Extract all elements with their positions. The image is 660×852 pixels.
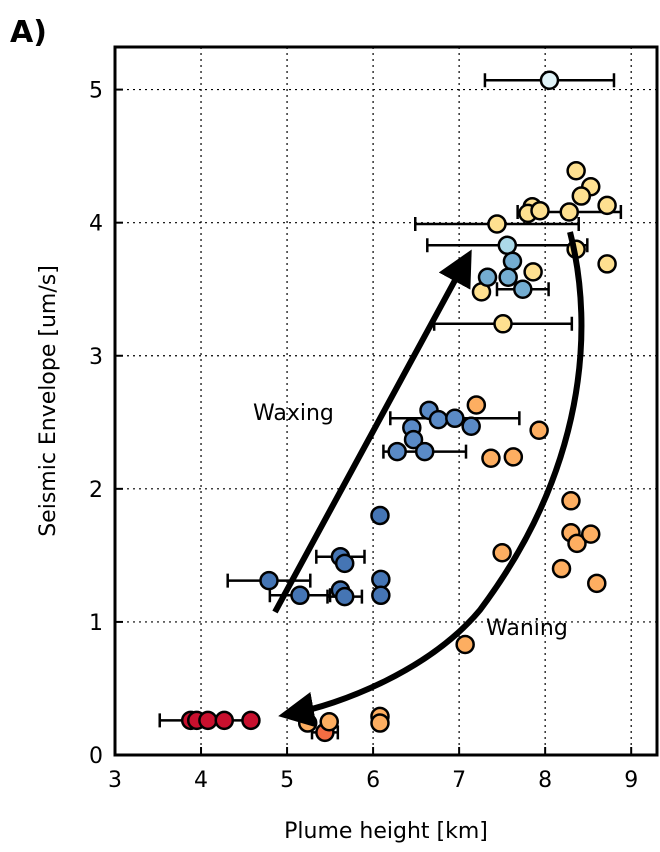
point: [487, 214, 507, 234]
point: [513, 279, 533, 299]
point: [481, 448, 501, 468]
panel-label: A): [10, 15, 47, 50]
point: [566, 161, 586, 181]
point: [241, 710, 261, 731]
point: [523, 262, 543, 282]
x-tick-label: 3: [108, 768, 122, 793]
point: [461, 416, 481, 437]
point: [297, 713, 318, 733]
x-tick-label: 5: [280, 768, 294, 793]
x-tick-label: 6: [366, 768, 380, 793]
point: [259, 570, 279, 591]
point: [334, 586, 355, 607]
x-axis-label: Plume height [km]: [284, 819, 488, 844]
point: [581, 524, 601, 544]
point: [455, 634, 475, 655]
point: [198, 710, 218, 731]
x-tick-label: 8: [538, 768, 552, 793]
point: [319, 711, 339, 732]
marks: [158, 70, 623, 743]
point: [492, 542, 512, 563]
point: [428, 409, 449, 430]
y-tick-label: 0: [89, 744, 103, 769]
point: [567, 533, 587, 554]
point: [502, 251, 523, 272]
x-tick-label: 4: [194, 768, 208, 793]
point: [334, 553, 355, 574]
point: [445, 408, 465, 429]
y-tick-label: 3: [89, 345, 103, 370]
point: [597, 254, 617, 274]
point: [587, 573, 607, 594]
x-tick-label: 9: [624, 768, 638, 793]
annotation: Waxing: [253, 401, 334, 426]
point: [371, 585, 391, 606]
waning-arrow: [278, 231, 585, 728]
point: [493, 314, 513, 334]
point: [497, 235, 518, 256]
point: [370, 505, 390, 526]
point: [290, 585, 310, 606]
y-tick-label: 1: [89, 611, 103, 636]
point: [530, 200, 550, 221]
point: [466, 395, 487, 415]
point: [551, 558, 572, 579]
x-tick-label: 7: [452, 768, 466, 793]
point: [370, 713, 390, 733]
y-tick-label: 4: [89, 212, 103, 237]
point: [503, 447, 524, 467]
point: [498, 267, 518, 287]
y-axis-label: Seismic Envelope [um/s]: [36, 265, 61, 537]
point: [403, 429, 424, 450]
point: [387, 441, 407, 462]
plot-frame: [113, 45, 659, 757]
point: [529, 420, 549, 441]
point: [371, 569, 391, 590]
annotation: Waning: [486, 616, 568, 641]
point: [539, 70, 560, 91]
point: [414, 441, 435, 462]
point: [477, 267, 498, 287]
y-tick-label: 2: [89, 478, 103, 503]
waxing-arrow: [272, 249, 472, 614]
point: [559, 202, 579, 222]
point: [561, 491, 581, 511]
point: [571, 186, 592, 206]
point: [597, 195, 617, 216]
y-tick-label: 5: [89, 79, 103, 104]
point: [214, 710, 235, 731]
